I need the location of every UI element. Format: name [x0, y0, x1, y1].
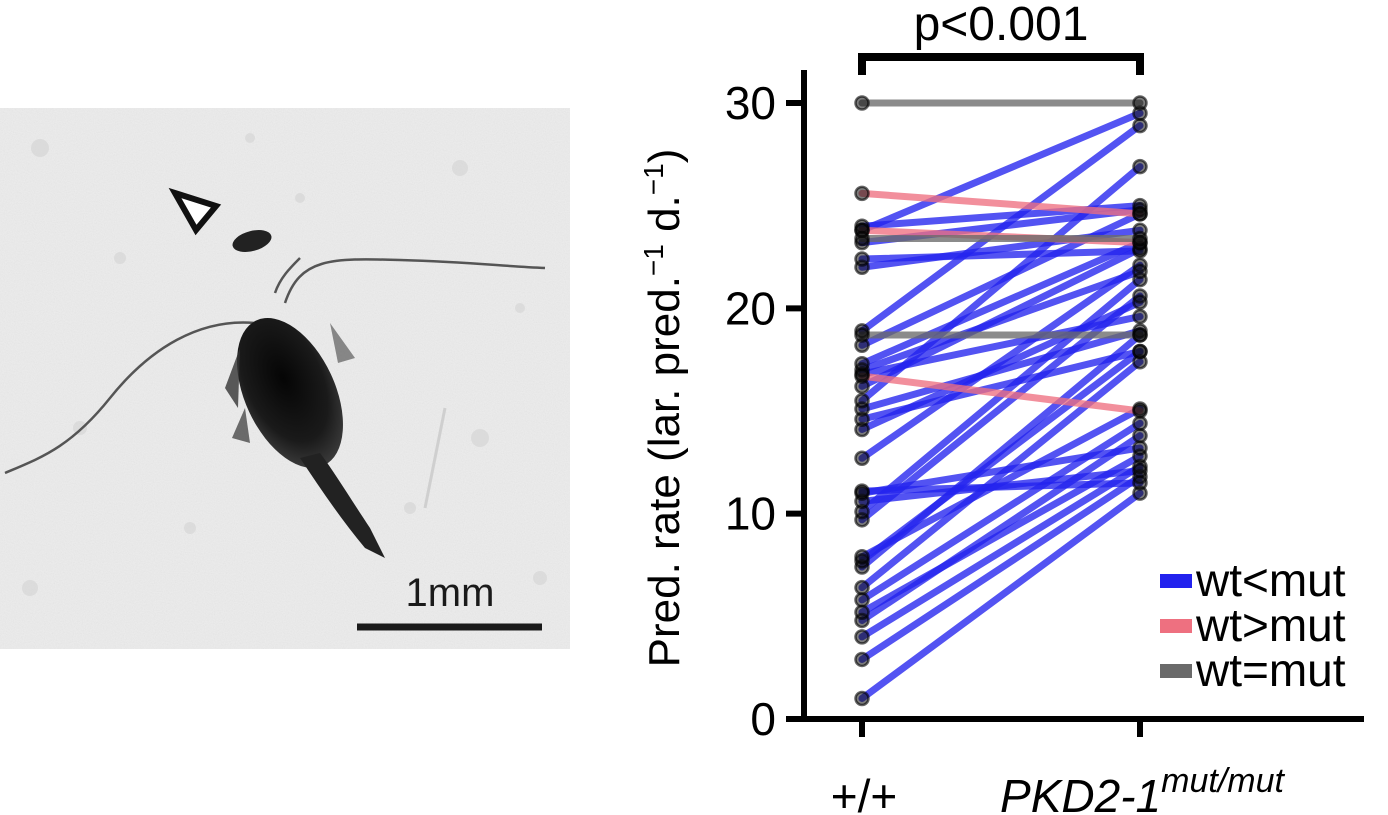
- point-wildtype-35: [854, 95, 870, 111]
- point-mutant-15: [1132, 475, 1148, 491]
- pair-line-24: [858, 239, 1144, 368]
- prey-larva: [232, 230, 272, 252]
- legend-swatch-wt-greater-mut: [1160, 619, 1192, 633]
- y-axis-title: Pred. rate (lar. pred.−1 d.−1): [638, 149, 689, 668]
- legend-swatch-wt-less-mut: [1160, 574, 1192, 588]
- pair-line-28: [858, 247, 1144, 263]
- point-wildtype-24: [854, 356, 870, 372]
- photo-specks: [22, 133, 547, 596]
- significance-bracket: [858, 53, 1144, 75]
- pair-lines-layer: [858, 99, 1144, 702]
- y-axis-title-main: Pred. rate (lar. pred.: [640, 276, 689, 667]
- point-wildtype-16: [854, 450, 870, 466]
- y-tick-label-30: 30: [725, 77, 776, 129]
- x-category-wildtype: +/+: [831, 770, 898, 815]
- point-wildtype-3: [854, 629, 870, 645]
- point-wildtype-5: [854, 604, 870, 620]
- pair-line-22: [858, 313, 1144, 378]
- y-tick-label-20: 20: [725, 282, 776, 334]
- y-axis-title-mid: d.: [640, 195, 689, 244]
- point-wildtype-34: [854, 368, 870, 384]
- point-wildtype-6: [854, 592, 870, 608]
- point-mutant-6: [1132, 415, 1148, 432]
- pair-line-19: [858, 327, 1144, 413]
- y-axis-title-end: ): [640, 149, 689, 164]
- point-wildtype-20: [854, 392, 870, 409]
- point-mutant-22: [1132, 308, 1148, 325]
- pair-line-3: [858, 462, 1144, 641]
- pair-line-30: [858, 109, 1144, 234]
- point-wildtype-37: [854, 327, 870, 343]
- legend-label-wt-less-mut: wt<mut: [1195, 554, 1346, 606]
- point-mutant-18: [1132, 343, 1148, 360]
- x-ticks: [859, 719, 1143, 737]
- point-mutant-13: [1132, 462, 1148, 479]
- photo-streak: [423, 407, 447, 509]
- pair-points-layer: [854, 95, 1148, 707]
- point-wildtype-15: [854, 483, 870, 499]
- legend: wt<mut wt>mut wt=mut: [1160, 554, 1346, 696]
- scale-bar-label: 1mm: [406, 571, 495, 615]
- point-mutant-36: [1132, 230, 1148, 247]
- y-ticks: 0 10 20 30: [725, 77, 804, 745]
- legend-label-wt-greater-mut: wt>mut: [1195, 599, 1346, 651]
- copepod-photo: 1mm: [0, 108, 570, 649]
- point-mutant-20: [1132, 158, 1148, 175]
- point-mutant-34: [1132, 403, 1148, 419]
- y-tick-label-0: 0: [750, 693, 776, 745]
- pair-line-34: [858, 372, 1144, 415]
- pair-line-16: [858, 261, 1144, 462]
- point-wildtype-10: [854, 549, 870, 565]
- point-mutant-14: [1132, 440, 1148, 456]
- pair-line-2: [858, 473, 1144, 663]
- point-wildtype-7: [854, 579, 870, 596]
- pair-line-18: [858, 347, 1144, 423]
- copepod-antennae: [4, 257, 546, 475]
- point-mutant-4: [1132, 427, 1148, 444]
- point-wildtype-32: [854, 185, 870, 202]
- pair-line-23: [858, 267, 1144, 374]
- point-wildtype-1: [854, 690, 870, 707]
- pair-line-1: [858, 489, 1144, 702]
- legend-label-wt-equal-mut: wt=mut: [1195, 644, 1346, 696]
- point-wildtype-28: [854, 251, 870, 267]
- x-category-mutant-sup: mut/mut: [1161, 762, 1285, 800]
- legend-swatch-wt-equal-mut: [1160, 664, 1192, 678]
- point-mutant-17: [1132, 294, 1148, 310]
- copepod-body: [225, 318, 385, 558]
- y-axis-title-sup1: −1: [638, 244, 669, 276]
- significance-label: p<0.001: [914, 0, 1089, 51]
- triangle-marker-icon: [168, 187, 222, 236]
- x-category-mutant: PKD2-1mut/mut: [1000, 762, 1285, 815]
- copepod-photo-image: 1mm: [0, 108, 570, 649]
- x-category-mutant-name: PKD2-1: [1000, 770, 1161, 815]
- pair-line-15: [858, 479, 1144, 495]
- y-axis-title-sup2: −1: [638, 163, 669, 195]
- point-mutant-35: [1132, 95, 1148, 111]
- point-mutant-26: [1132, 117, 1148, 134]
- pair-line-9: [858, 347, 1144, 565]
- point-wildtype-36: [854, 230, 870, 247]
- point-wildtype-2: [854, 651, 870, 668]
- pair-line-7: [858, 358, 1144, 592]
- pair-line-14: [858, 444, 1144, 497]
- y-tick-label-10: 10: [725, 488, 776, 540]
- point-mutant-32: [1132, 206, 1148, 222]
- pair-line-32: [858, 189, 1144, 218]
- point-mutant-37: [1132, 327, 1148, 343]
- point-mutant-23: [1132, 263, 1148, 280]
